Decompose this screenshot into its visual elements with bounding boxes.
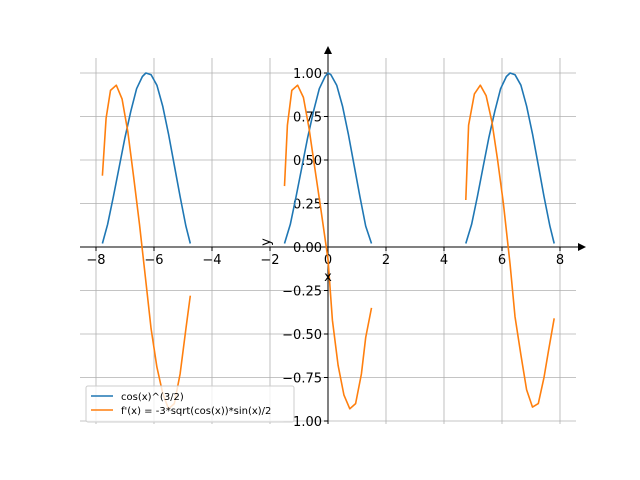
y-tick-label-3: −0.25 bbox=[282, 285, 322, 300]
y-tick-label-8: 1.00 bbox=[293, 67, 322, 82]
x-tick-label-5: 2 bbox=[382, 253, 390, 268]
y-tick-label-5: 0.25 bbox=[293, 198, 322, 213]
series-0-segment-0 bbox=[101, 72, 192, 244]
x-axis-arrow bbox=[578, 243, 586, 251]
y-tick-label-6: 0.50 bbox=[293, 154, 322, 169]
y-tick-label-4: 0.00 bbox=[293, 241, 322, 256]
x-tick-label-7: 6 bbox=[498, 253, 506, 268]
legend-label-1: f'(x) = -3*sqrt(cos(x))*sin(x)/2 bbox=[121, 406, 271, 417]
y-tick-label-1: −0.75 bbox=[282, 372, 322, 387]
x-tick-label-2: −4 bbox=[202, 253, 221, 268]
series bbox=[101, 72, 555, 410]
series-0-segment-2 bbox=[465, 72, 555, 244]
x-tick-label-8: 8 bbox=[556, 253, 564, 268]
y-axis-label: y bbox=[259, 238, 274, 246]
legend-label-0: cos(x)^(3/2) bbox=[121, 392, 184, 403]
y-axis-arrow bbox=[324, 46, 332, 54]
x-axis-label: x bbox=[324, 270, 332, 285]
legend: cos(x)^(3/2) f'(x) = -3*sqrt(cos(x))*sin… bbox=[85, 385, 295, 423]
series-1-segment-1 bbox=[283, 84, 373, 410]
legend-box bbox=[85, 385, 295, 423]
series-1-segment-2 bbox=[465, 84, 555, 408]
y-tick-label-2: −0.50 bbox=[282, 328, 322, 343]
x-tick-label-3: −2 bbox=[260, 253, 279, 268]
x-tick-label-0: −8 bbox=[86, 253, 105, 268]
x-tick-label-1: −6 bbox=[144, 253, 163, 268]
x-tick-label-6: 4 bbox=[440, 253, 448, 268]
series-0-segment-1 bbox=[283, 72, 373, 244]
axes bbox=[80, 46, 586, 424]
